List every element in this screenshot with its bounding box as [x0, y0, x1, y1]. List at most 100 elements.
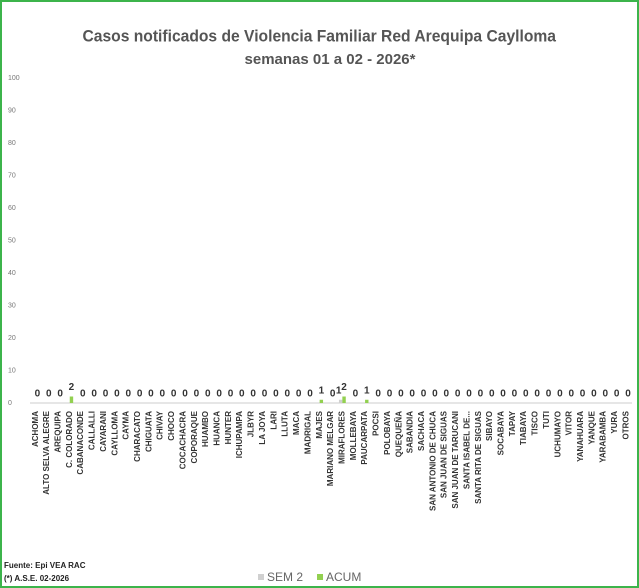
- y-tick-label: 60: [8, 205, 16, 212]
- x-tick-label: SANTA RITA DE SIGUAS: [474, 410, 483, 504]
- data-label: 0: [444, 389, 450, 400]
- data-label: 2: [341, 382, 347, 393]
- x-tick-label: CAYARANI: [99, 411, 108, 452]
- x-tick-label: TISCO: [531, 411, 540, 435]
- x-tick-label: ICHUPAMPA: [235, 411, 244, 458]
- x-tick-label: MARIANO MELGAR: [326, 411, 335, 486]
- x-tick-label: COCACHACRA: [178, 411, 187, 469]
- y-tick-label: 80: [8, 140, 16, 147]
- bar: [365, 399, 369, 403]
- data-label: 1: [319, 385, 325, 396]
- y-tick-label: 10: [8, 367, 16, 374]
- legend-label: ACUM: [326, 570, 361, 584]
- data-label: 0: [35, 389, 41, 400]
- data-label: 0: [375, 389, 381, 400]
- data-label: 0: [171, 389, 177, 400]
- x-tick-label: HUNTER: [224, 411, 233, 445]
- y-tick-label: 0: [8, 400, 12, 407]
- x-tick-label: MADRIGAL: [303, 411, 312, 454]
- y-tick-label: 20: [8, 335, 16, 342]
- x-tick-label: MIRAFLORES: [337, 410, 346, 464]
- x-tick-label: LA JOYA: [258, 411, 267, 445]
- x-tick-label: LLUTA: [281, 411, 290, 437]
- x-tick-label: COPORAQUE: [190, 410, 199, 463]
- x-tick-label: SANTA ISABEL DE...: [462, 411, 471, 489]
- bar: [319, 399, 324, 403]
- data-label: 2: [69, 382, 75, 393]
- note: (*) A.S.E. 02-2026: [4, 574, 70, 583]
- data-label: 0: [194, 389, 200, 400]
- x-tick-label: SAN JUAN DE TARUCANI: [451, 411, 460, 509]
- data-label: 0: [353, 389, 359, 400]
- data-label: 0: [114, 389, 120, 400]
- data-label: 0: [216, 389, 222, 400]
- data-label: 0: [534, 389, 540, 400]
- data-label: 0: [284, 389, 290, 400]
- x-tick-label: MAJES: [315, 410, 324, 438]
- data-label: 0: [614, 389, 620, 400]
- data-label: 0: [466, 389, 472, 400]
- legend-swatch: [258, 574, 264, 580]
- y-tick-label: 30: [8, 302, 16, 309]
- bar: [342, 396, 346, 403]
- x-tick-label: POCSI: [372, 411, 381, 436]
- x-tick-label: JLBYR: [247, 411, 256, 437]
- data-label: 0: [432, 389, 438, 400]
- data-label: 0: [387, 389, 393, 400]
- x-tick-label: PAUCARPATA: [360, 411, 369, 465]
- data-label: 0: [478, 389, 484, 400]
- x-tick-label: SABANDIA: [406, 411, 415, 453]
- legend-label: SEM 2: [267, 570, 303, 584]
- x-tick-label: C. COLORADO: [65, 411, 74, 468]
- x-tick-label: QUEQUEÑA: [394, 411, 403, 457]
- x-tick-label: MOLLEBAYA: [349, 411, 358, 460]
- data-label: 0: [546, 389, 552, 400]
- x-tick-label: LARI: [269, 411, 278, 430]
- x-tick-label: UCHUMAYO: [553, 411, 562, 457]
- x-tick-label: TAPAY: [508, 410, 517, 436]
- x-tick-label: CAYLLOMA: [110, 411, 119, 456]
- data-label: 0: [296, 389, 302, 400]
- x-tick-label: YURA: [610, 411, 619, 434]
- x-tick-label: CHIVAY: [156, 410, 165, 440]
- data-label: 0: [148, 389, 154, 400]
- x-tick-label: CHIGUATA: [144, 411, 153, 452]
- x-tick-label: YARABAMBA: [599, 411, 608, 463]
- chart-subtitle: semanas 01 a 02 - 2026*: [245, 51, 416, 68]
- data-label: 0: [80, 389, 86, 400]
- x-tick-label: HUANCA: [213, 411, 222, 446]
- data-label: 0: [580, 389, 586, 400]
- data-label: 0: [512, 389, 518, 400]
- data-label: 0: [330, 389, 336, 400]
- data-label: 0: [489, 389, 495, 400]
- data-label: 0: [307, 389, 313, 400]
- x-tick-label: YANQUE: [587, 410, 596, 444]
- data-label: 0: [57, 389, 63, 400]
- data-label: 0: [500, 389, 506, 400]
- x-tick-label: CHOCO: [167, 411, 176, 441]
- data-label: 0: [568, 389, 574, 400]
- data-label: 1: [336, 385, 342, 396]
- x-tick-label: SACHACA: [417, 411, 426, 451]
- data-label: 0: [239, 389, 245, 400]
- y-tick-label: 70: [8, 172, 16, 179]
- data-label: 0: [523, 389, 529, 400]
- data-label: 0: [91, 389, 97, 400]
- data-label: 0: [273, 389, 279, 400]
- x-tick-label: OTROS: [621, 410, 630, 439]
- x-tick-label: ALTO SELVA ALEGRE: [42, 410, 51, 494]
- x-tick-label: SAN ANTONIO DE CHUCA: [428, 411, 437, 511]
- x-tick-label: CALLALLI: [88, 411, 97, 450]
- bar: [69, 396, 74, 403]
- data-label: 0: [398, 389, 404, 400]
- x-tick-label: POLOBAYA: [383, 411, 392, 455]
- data-label: 0: [228, 389, 234, 400]
- y-tick-label: 50: [8, 237, 16, 244]
- bar: [338, 399, 343, 403]
- data-label: 0: [455, 389, 461, 400]
- x-tick-label: CHARACATO: [133, 411, 142, 462]
- data-label: 0: [160, 389, 166, 400]
- data-label: 0: [250, 389, 256, 400]
- y-tick-label: 40: [8, 270, 16, 277]
